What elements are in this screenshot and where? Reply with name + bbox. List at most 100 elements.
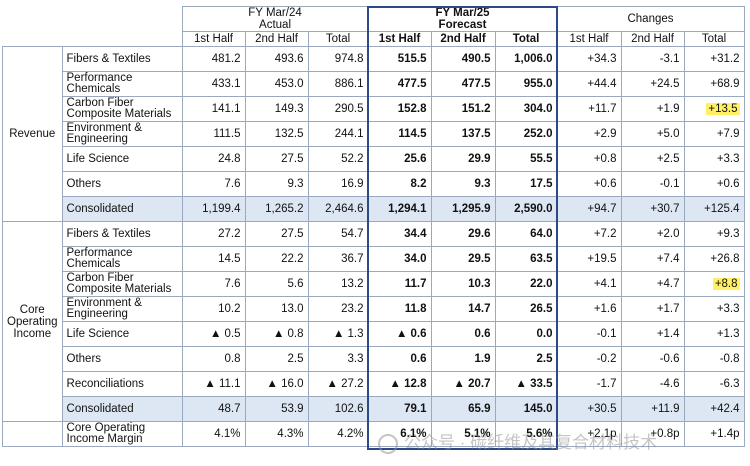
row-label: Life Science bbox=[61, 321, 183, 347]
changes-cell: -4.6 bbox=[620, 371, 685, 397]
actual-cell: ▲ 27.2 bbox=[307, 371, 369, 397]
forecast-cell: 1,294.1 bbox=[367, 196, 432, 222]
forecast-cell: 955.0 bbox=[494, 71, 558, 97]
forecast-cell: 151.2 bbox=[430, 96, 496, 122]
section-label: Core Operating Income bbox=[2, 221, 63, 422]
changes-cell: -3.1 bbox=[620, 46, 685, 72]
header-row-sub: 1st Half 2nd Half Total 1st Half 2nd Hal… bbox=[3, 31, 745, 47]
row-label: Fibers & Textiles bbox=[61, 46, 183, 72]
actual-cell: 4.1% bbox=[181, 421, 246, 447]
changes-cell: -0.1 bbox=[620, 171, 685, 197]
forecast-cell: 29.6 bbox=[430, 221, 496, 247]
actual-cell: 141.1 bbox=[181, 96, 246, 122]
forecast-cell: 9.3 bbox=[430, 171, 496, 197]
actual-cell: ▲ 11.1 bbox=[181, 371, 246, 397]
changes-cell: +9.3 bbox=[683, 221, 745, 247]
actual-cell: 14.5 bbox=[181, 246, 246, 272]
forecast-cell: 2.5 bbox=[494, 346, 558, 372]
forecast-cell: 490.5 bbox=[430, 46, 496, 72]
forecast-cell: ▲ 12.8 bbox=[367, 371, 432, 397]
changes-cell: +0.6 bbox=[683, 171, 745, 197]
actual-cell: 149.3 bbox=[244, 96, 309, 122]
changes-cell: +2.0 bbox=[620, 221, 685, 247]
forecast-cell: 34.0 bbox=[367, 246, 432, 272]
forecast-cell: 65.9 bbox=[430, 396, 496, 422]
changes-cell: +24.5 bbox=[620, 71, 685, 97]
forecast-cell: 477.5 bbox=[430, 71, 496, 97]
forecast-cell: 26.5 bbox=[494, 296, 558, 322]
forecast-cell: 152.8 bbox=[367, 96, 432, 122]
actual-cell: 974.8 bbox=[307, 46, 369, 72]
highlighted-value: +8.8 bbox=[712, 278, 740, 290]
actual-cell: 9.3 bbox=[244, 171, 309, 197]
forecast-cell: ▲ 33.5 bbox=[494, 371, 558, 397]
row-label: Others bbox=[61, 171, 183, 197]
actual-cell: 27.5 bbox=[244, 221, 309, 247]
changes-cell: +7.2 bbox=[556, 221, 622, 247]
actual-cell: ▲ 0.5 bbox=[181, 321, 246, 347]
forecast-cell: 11.7 bbox=[367, 271, 432, 297]
actual-1st-half-header: 1st Half bbox=[181, 31, 246, 47]
forecast-cell: 25.6 bbox=[367, 146, 432, 172]
table-row: Performance Chemicals 14.5 22.2 36.7 34.0 29.5… bbox=[3, 246, 745, 272]
actual-cell: 52.2 bbox=[307, 146, 369, 172]
actual-cell: 2.5 bbox=[244, 346, 309, 372]
changes-cell: +94.7 bbox=[556, 196, 622, 222]
actual-cell: 24.8 bbox=[181, 146, 246, 172]
changes-cell: +2.1p bbox=[556, 421, 622, 447]
changes-cell: +13.5 bbox=[683, 96, 745, 122]
forecast-cell: 63.5 bbox=[494, 246, 558, 272]
forecast-cell: 145.0 bbox=[494, 396, 558, 422]
changes-cell: +30.7 bbox=[620, 196, 685, 222]
forecast-cell: 252.0 bbox=[494, 121, 558, 147]
actual-cell: 22.2 bbox=[244, 246, 309, 272]
actual-cell: 886.1 bbox=[307, 71, 369, 97]
financial-table: FY Mar/24 Actual FY Mar/25 Forecast Change… bbox=[2, 6, 745, 447]
changes-cell: +2.9 bbox=[556, 121, 622, 147]
forecast-cell: 1,006.0 bbox=[494, 46, 558, 72]
actual-cell: 48.7 bbox=[181, 396, 246, 422]
actual-cell: 23.2 bbox=[307, 296, 369, 322]
changes-cell: +1.4 bbox=[620, 321, 685, 347]
forecast-cell: 1,295.9 bbox=[430, 196, 496, 222]
actual-cell: ▲ 16.0 bbox=[244, 371, 309, 397]
actual-cell: 13.2 bbox=[307, 271, 369, 297]
row-label: Fibers & Textiles bbox=[61, 221, 183, 247]
row-label: Core Operating Income Margin bbox=[61, 421, 183, 447]
changes-cell: +11.7 bbox=[556, 96, 622, 122]
actual-2nd-half-header: 2nd Half bbox=[244, 31, 309, 47]
changes-cell: -6.3 bbox=[683, 371, 745, 397]
changes-cell: +8.8 bbox=[683, 271, 745, 297]
actual-cell: 481.2 bbox=[181, 46, 246, 72]
actual-cell: 2,464.6 bbox=[307, 196, 369, 222]
table-body: Revenue Fibers & Textiles 481.2 493.6 974.8 5… bbox=[2, 46, 745, 447]
row-label: Performance Chemicals bbox=[61, 71, 183, 97]
row-label: Reconciliations bbox=[61, 371, 183, 397]
actual-cell: 7.6 bbox=[181, 271, 246, 297]
changes-1st-half-header: 1st Half bbox=[556, 31, 622, 47]
forecast-cell: 22.0 bbox=[494, 271, 558, 297]
changes-cell: -0.1 bbox=[556, 321, 622, 347]
watermark-text: 公众号 · 碳纤维及其复合材料技术 bbox=[404, 433, 658, 452]
forecast-cell: 477.5 bbox=[367, 71, 432, 97]
changes-cell: +42.4 bbox=[683, 396, 745, 422]
actual-cell: 27.5 bbox=[244, 146, 309, 172]
forecast-cell: 8.2 bbox=[367, 171, 432, 197]
changes-total-header: Total bbox=[683, 31, 745, 47]
changes-cell: +2.5 bbox=[620, 146, 685, 172]
changes-cell: +1.4p bbox=[683, 421, 745, 447]
forecast-cell: 55.5 bbox=[494, 146, 558, 172]
wechat-icon bbox=[378, 433, 398, 454]
changes-cell: +4.1 bbox=[556, 271, 622, 297]
forecast-cell: 79.1 bbox=[367, 396, 432, 422]
row-label: Consolidated bbox=[61, 196, 183, 222]
table-row: Others 0.8 2.5 3.3 0.6 1.9 2.5 -0.2 -0.6 -0.8 bbox=[3, 346, 745, 372]
changes-cell: +30.5 bbox=[556, 396, 622, 422]
forecast-cell: 29.5 bbox=[430, 246, 496, 272]
actual-cell: 3.3 bbox=[307, 346, 369, 372]
forecast-cell: 2,590.0 bbox=[494, 196, 558, 222]
changes-cell: -1.7 bbox=[556, 371, 622, 397]
forecast-cell: 17.5 bbox=[494, 171, 558, 197]
changes-cell: +7.4 bbox=[620, 246, 685, 272]
forecast-cell: 0.6 bbox=[430, 321, 496, 347]
